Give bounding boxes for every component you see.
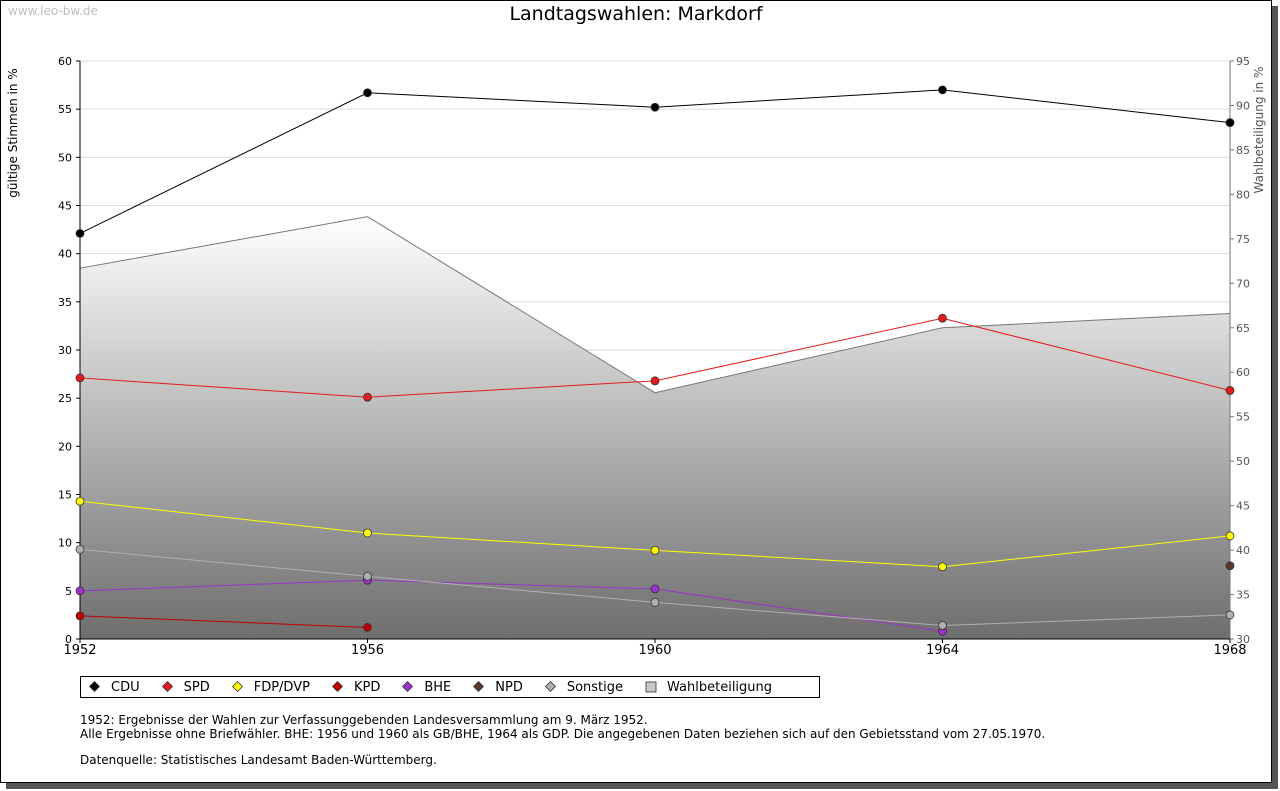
note-1952: 1952: Ergebnisse der Wahlen zur Verfassu…	[80, 713, 648, 727]
chart-title: Landtagswahlen: Markdorf	[509, 3, 763, 25]
legend-marker-fdp-dvp	[231, 681, 243, 693]
y-tick-label: 25	[58, 392, 72, 405]
series-line-bhe	[79, 579, 943, 632]
data-point-fdp-dvp	[1225, 531, 1235, 541]
data-point-spd	[75, 373, 85, 383]
frame-shadow-right	[1272, 6, 1278, 787]
legend-label: BHE	[424, 679, 452, 695]
data-point-fdp-dvp	[650, 545, 660, 555]
y-tick-label: 5	[65, 585, 72, 598]
y2-tick-label: 75	[1236, 233, 1250, 246]
x-tick-label: 1964	[926, 643, 959, 658]
data-point-cdu	[938, 85, 947, 95]
data-point-spd	[938, 313, 947, 323]
axes: 0 5 10 15 20 25 30 35 40 45 50 55 60 30 35 40 45 50 55 60 65…	[58, 55, 1250, 658]
legend-label: Wahlbeteiligung	[667, 679, 773, 695]
data-point-kpd	[75, 611, 85, 621]
note-general: Alle Ergebnisse ohne Briefwähler. BHE: 1…	[80, 727, 1046, 741]
series-markers	[75, 85, 1235, 636]
legend-label: SPD	[183, 679, 210, 695]
x-tick-label: 1968	[1213, 643, 1246, 658]
data-point-sonstige	[363, 571, 372, 581]
y-tick-label: 45	[58, 200, 72, 213]
data-point-spd	[650, 376, 660, 386]
legend-item-bhe: BHE	[402, 680, 451, 695]
y2-tick-label: 35	[1236, 589, 1250, 602]
y-tick-label: 40	[58, 248, 72, 261]
y2-tick-label: 40	[1236, 544, 1250, 557]
legend-item-npd: NPD	[473, 680, 523, 695]
legend-marker-spd	[161, 681, 173, 693]
y-tick-label: 35	[58, 296, 72, 309]
data-point-fdp-dvp	[938, 562, 947, 572]
y2-tick-label: 55	[1236, 411, 1250, 424]
y-tick-label: 30	[58, 344, 72, 357]
y-tick-label: 60	[58, 55, 72, 68]
y-axis-label: gültige Stimmen in %	[6, 68, 20, 197]
turnout-area-layer	[79, 216, 1231, 639]
x-tick-label: 1956	[351, 643, 384, 658]
frame-shadow-bottom	[6, 783, 1278, 789]
y2-tick-label: 30	[1236, 633, 1250, 646]
y-tick-label: 10	[58, 537, 72, 550]
y-tick-label: 15	[58, 489, 72, 502]
legend-marker-kpd	[331, 681, 343, 693]
data-point-cdu	[363, 88, 372, 98]
legend-marker-wahlbeteiligung	[645, 681, 657, 693]
watermark: www.leo-bw.de	[8, 4, 98, 18]
data-point-cdu	[650, 102, 660, 112]
data-point-cdu	[1225, 118, 1235, 128]
y2-tick-label: 90	[1236, 99, 1250, 112]
data-point-kpd	[363, 623, 372, 632]
y-tick-label: 50	[58, 151, 72, 164]
note-source: Datenquelle: Statistisches Landesamt Bad…	[80, 753, 437, 767]
legend-item-cdu: CDU	[89, 680, 140, 695]
data-point-fdp-dvp	[363, 528, 372, 538]
data-point-cdu	[75, 229, 85, 238]
legend-item-sonstige: Sonstige	[544, 679, 624, 695]
data-point-sonstige	[938, 621, 947, 630]
legend-marker-bhe	[402, 681, 414, 693]
y2-tick-label: 45	[1236, 500, 1250, 513]
y2-tick-label: 60	[1236, 366, 1250, 379]
legend-label: FDP/DVP	[253, 679, 310, 695]
y2-tick-label: 65	[1236, 322, 1250, 335]
turnout-area	[80, 216, 1230, 639]
legend-marker-npd	[473, 681, 485, 693]
x-tick-label: 1960	[638, 643, 671, 658]
data-point-sonstige	[75, 545, 85, 554]
y2-tick-label: 50	[1236, 455, 1250, 468]
x-tick-label: 1952	[63, 643, 96, 658]
legend-marker-cdu	[89, 681, 101, 693]
data-point-bhe	[75, 586, 85, 596]
data-point-spd	[363, 392, 372, 402]
legend-label: CDU	[111, 679, 140, 695]
y2-tick-label: 70	[1236, 277, 1250, 290]
data-point-spd	[1225, 386, 1235, 395]
data-point-sonstige	[1225, 610, 1235, 620]
legend-label: KPD	[353, 679, 381, 695]
data-point-npd	[1225, 561, 1235, 571]
y-tick-label: 55	[58, 103, 72, 116]
legend-item-kpd: KPD	[331, 679, 381, 695]
y-tick-label: 20	[58, 440, 72, 453]
legend-item-wahlbeteiligung: Wahlbeteiligung	[645, 680, 772, 695]
y2-tick-label: 85	[1236, 144, 1250, 157]
legend-item-spd: SPD	[161, 679, 210, 695]
legend-label: Sonstige	[566, 679, 624, 695]
data-point-sonstige	[650, 597, 660, 607]
y-tick-label: 0	[65, 633, 72, 646]
y2-tick-label: 80	[1236, 188, 1250, 201]
legend: CDU SPD FDP/DVP KPD BHE NPD Sonstige Wahlbeteil…	[80, 676, 820, 698]
legend-item-fdp-dvp: FDP/DVP	[231, 679, 310, 695]
y2-axis-label: Wahlbeteiligung in %	[1252, 67, 1266, 194]
y2-tick-label: 95	[1236, 55, 1250, 68]
turnout-line	[79, 216, 1231, 394]
data-point-bhe	[650, 584, 660, 594]
series-line-kpd	[79, 615, 368, 628]
legend-label: NPD	[495, 679, 523, 695]
legend-marker-sonstige	[544, 681, 556, 693]
data-point-fdp-dvp	[75, 496, 85, 506]
